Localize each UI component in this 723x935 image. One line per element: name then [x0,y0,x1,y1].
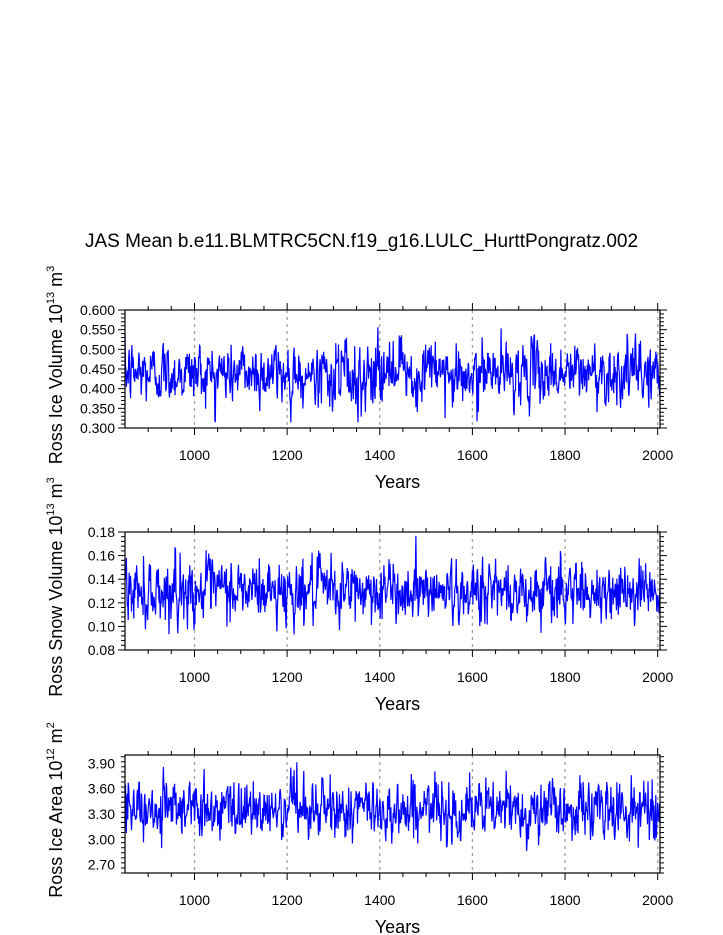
ice-volume-xtick-label: 1600 [457,447,488,463]
ice-area-series-line [124,762,661,852]
ice-volume-xtick-label: 2000 [642,447,673,463]
snow-volume-xtick-label: 1800 [549,669,580,685]
snow-volume-series-line [124,535,661,635]
snow-volume-xtick-label: 1200 [272,669,303,685]
snow-volume-ytick-label: 0.08 [88,642,115,658]
ice-volume-ytick-label: 0.500 [80,341,115,357]
snow-volume-ytick-label: 0.16 [88,548,115,564]
ice-area-plot-frame [124,754,661,874]
ice-area-xtick-label: 1000 [179,892,210,908]
ice-volume-xtick-label: 1000 [179,447,210,463]
ice-volume-xtick-label: 1200 [272,447,303,463]
snow-volume-ytick-label: 0.10 [88,618,115,634]
ice-area-xaxis-label: Years [375,917,420,935]
ice-volume-ytick-label: 0.350 [80,400,115,416]
snow-volume-panel: 1000 1200 1400 1600 1800 2000 Years 0.08 0.10 0.1… [45,477,673,714]
ice-volume-xaxis-label: Years [375,472,420,492]
ice-area-ytick-label: 2.70 [88,857,115,873]
ice-volume-ytick-label: 0.550 [80,322,115,338]
snow-volume-ytick-label: 0.12 [88,595,115,611]
ice-volume-ytick-label: 0.400 [80,381,115,397]
snow-volume-xaxis-label: Years [375,694,420,714]
snow-volume-xtick-label: 1600 [457,669,488,685]
snow-volume-ytick-label: 0.14 [88,571,115,587]
snow-volume-xtick-label: 1400 [364,669,395,685]
page-title: JAS Mean b.e11.BLMTRC5CN.f19_g16.LULC_Hu… [84,231,639,252]
ice-area-ytick-label: 3.90 [88,755,115,771]
ice-area-ytick-label: 3.00 [88,831,115,847]
snow-volume-xtick-label: 1000 [179,669,210,685]
ice-area-ytick-label: 3.30 [88,806,115,822]
ice-volume-panel: 1000 1200 1400 1600 1800 2000 Years 0.300 0.350 0… [45,266,673,492]
ice-volume-yaxis-label: Ross Ice Volume 1013 m3 [45,266,66,464]
ice-volume-xtick-label: 1800 [549,447,580,463]
snow-volume-ytick-label: 0.18 [88,524,115,540]
ice-area-xtick-label: 1800 [549,892,580,908]
ice-volume-ytick-label: 0.450 [80,361,115,377]
ice-volume-ytick-label: 0.300 [80,420,115,436]
ice-volume-series-line [124,327,661,423]
ice-area-xtick-label: 1600 [457,892,488,908]
ice-area-xtick-label: 2000 [642,892,673,908]
ice-area-ytick-label: 3.60 [88,781,115,797]
ice-volume-xtick-label: 1400 [364,447,395,463]
snow-volume-xtick-label: 2000 [642,669,673,685]
ice-area-yaxis-label: Ross Ice Area 1012 m2 [45,722,66,897]
ice-area-xtick-label: 1400 [364,892,395,908]
snow-volume-plot-frame [124,531,661,651]
snow-volume-yaxis-label: Ross Snow Volume 1013 m3 [45,477,66,696]
ice-volume-ytick-label: 0.600 [80,302,115,318]
ice-area-xtick-label: 1200 [272,892,303,908]
ice-area-panel: 1000 1200 1400 1600 1800 2000 Years 2.70 3.00 3.3… [45,722,673,935]
